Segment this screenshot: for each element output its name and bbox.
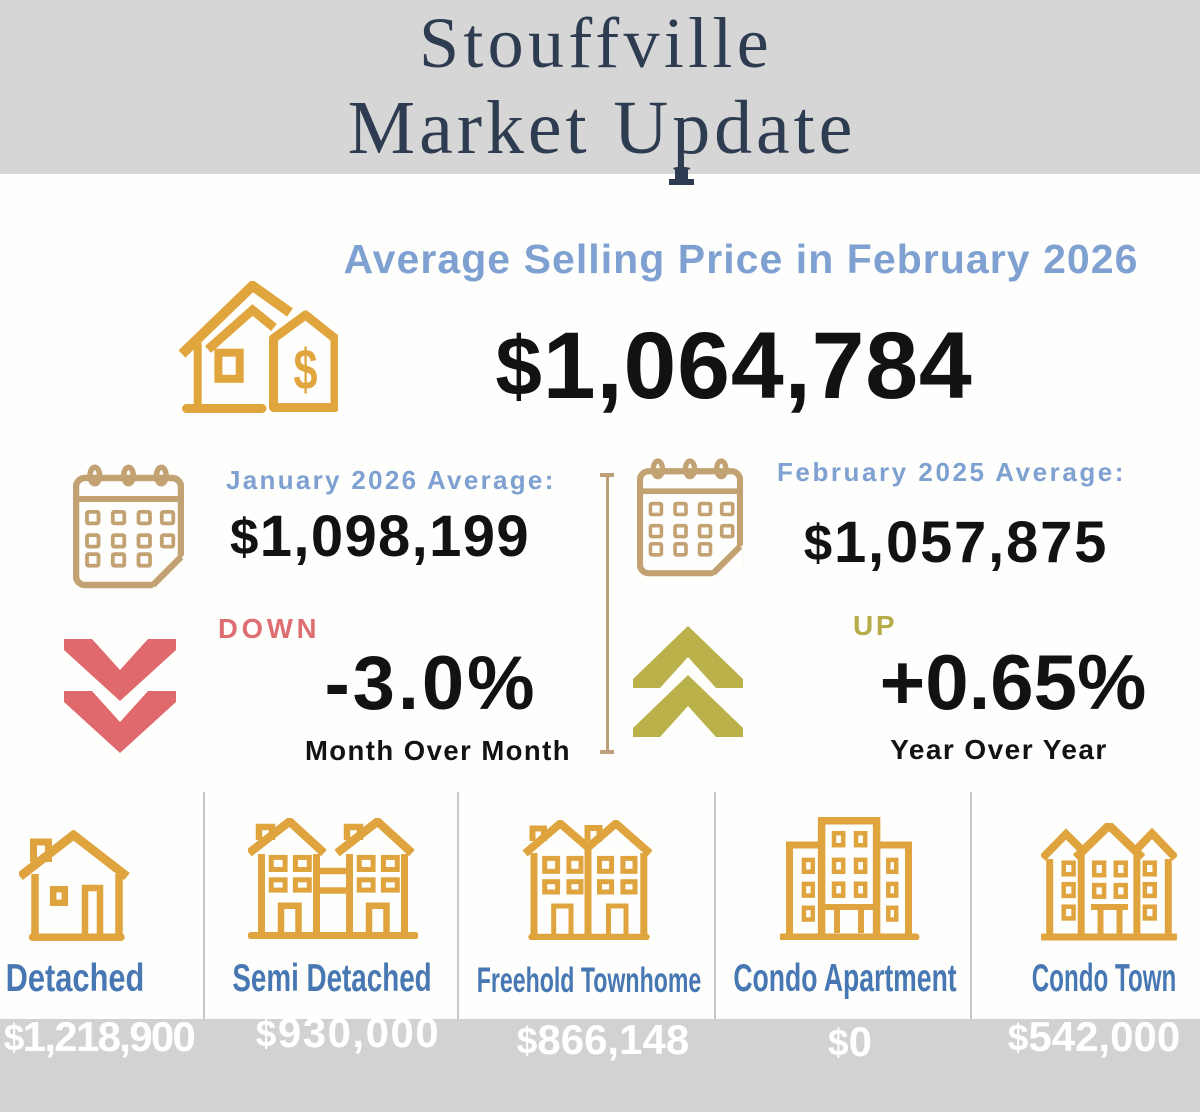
svg-text:$: $: [293, 337, 317, 401]
